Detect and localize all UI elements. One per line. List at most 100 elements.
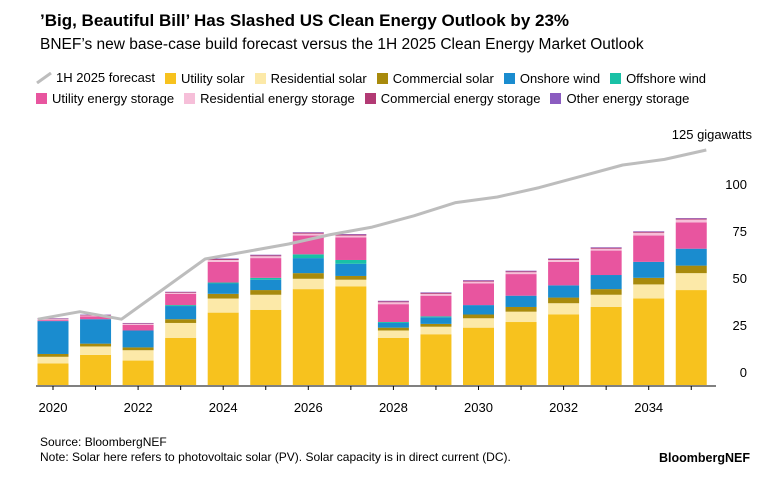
bar-segment (122, 330, 154, 348)
legend-swatch (503, 72, 515, 84)
bar-segment (590, 247, 622, 248)
bar-segment (165, 322, 197, 338)
bar-segment (207, 258, 239, 260)
bar-segment (165, 292, 197, 293)
legend-label: Commercial energy storage (380, 90, 541, 106)
bar-segment (80, 346, 112, 355)
bar-segment (335, 234, 367, 236)
legend-label: Other energy storage (566, 90, 690, 106)
bar-segment (37, 353, 69, 357)
bar-segment (292, 232, 324, 234)
bar-segment (250, 290, 282, 295)
bar-segment (207, 259, 239, 262)
bar-segment (505, 295, 537, 307)
bar-segment (463, 314, 494, 319)
bar-segment (165, 293, 197, 306)
bar-segment (292, 254, 324, 259)
bar-segment (420, 292, 452, 293)
bar-segment (590, 289, 622, 295)
bar-segment (420, 292, 452, 294)
bar-segment (292, 233, 324, 236)
bar-segment (37, 318, 69, 320)
legend-item: Residential solar (254, 69, 367, 88)
solar-note: Note: Solar here refers to photovoltaic … (40, 450, 511, 464)
bar-segment (463, 280, 494, 282)
bar-segment (548, 261, 580, 286)
source-note: Source: BloombergNEF (40, 435, 167, 449)
bar-segment (463, 318, 494, 328)
bar-segment (250, 277, 282, 280)
y-tick-label: 50 (733, 271, 747, 286)
legend-item: Utility energy storage (36, 89, 174, 108)
legend-item: Other energy storage (550, 89, 689, 108)
bar-segment (165, 338, 197, 385)
bar-segment (335, 237, 367, 260)
bar-segment (377, 327, 409, 331)
legend-item: Utility solar (165, 69, 245, 88)
legend-item: Offshore wind (610, 69, 706, 88)
legend-swatch (36, 92, 47, 104)
bar-segment (633, 231, 665, 233)
legend-swatch (36, 71, 52, 84)
bar-segment (675, 248, 707, 266)
bar-segment (420, 326, 452, 335)
bar-segment (463, 281, 494, 284)
bar-segment (377, 322, 409, 323)
bar-segment (633, 284, 665, 299)
bar-segment (463, 305, 494, 315)
bar-segment (335, 275, 367, 280)
forecast-line (37, 148, 707, 321)
legend-item: Onshore wind (503, 69, 600, 88)
y-tick-label: 75 (733, 224, 747, 239)
bar-segment (335, 279, 367, 287)
legend-item: Residential energy storage (184, 89, 355, 108)
bar-segment (37, 356, 69, 364)
bar-segment (420, 323, 452, 327)
bar-segment (420, 316, 452, 318)
x-tick-label: 2020 (39, 400, 68, 415)
bar-segment (377, 300, 409, 302)
bar-segment (80, 343, 112, 347)
brand-logo: BloombergNEF (659, 451, 750, 465)
bar-segment (335, 263, 367, 276)
bar-segment (292, 232, 324, 233)
legend-swatch (165, 72, 177, 84)
bar-segment (292, 258, 324, 274)
legend-label: Residential solar (270, 70, 367, 86)
bar-segment (37, 321, 69, 354)
bar-segment (420, 317, 452, 324)
bar-segment (165, 319, 197, 323)
bar-segment (207, 261, 239, 283)
bar-segment (633, 231, 665, 232)
bar-segment (335, 286, 367, 385)
footer: Source: BloombergNEF Note: Solar here re… (40, 435, 511, 465)
legend-swatch (364, 92, 376, 104)
bar-segment (463, 283, 494, 306)
bar-segment (420, 295, 452, 317)
bar-segment (292, 289, 324, 385)
bar-segment (675, 222, 707, 249)
bar-segment (463, 280, 494, 281)
bar-segment (505, 311, 537, 323)
bar-segment (207, 293, 239, 299)
bar-segment (165, 305, 197, 307)
bar-segment (675, 218, 707, 219)
x-tick-label: 2024 (209, 400, 238, 415)
x-tick-label: 2032 (549, 400, 578, 415)
bar-segment (463, 327, 494, 385)
bar-segment (207, 312, 239, 385)
bar-segment (548, 297, 580, 304)
legend-swatch (610, 72, 622, 84)
bar-segment (122, 323, 154, 324)
bar-segment (548, 259, 580, 260)
x-tick-label: 2026 (294, 400, 323, 415)
bar-segment (122, 360, 154, 385)
bar-segment (335, 235, 367, 238)
bar-segment (548, 303, 580, 315)
bar-segment (377, 304, 409, 323)
legend-label: Utility solar (181, 70, 245, 86)
bar-segment (505, 306, 537, 312)
bar-segment (37, 363, 69, 385)
x-tick-label: 2028 (379, 400, 408, 415)
bar-segment (675, 290, 707, 385)
